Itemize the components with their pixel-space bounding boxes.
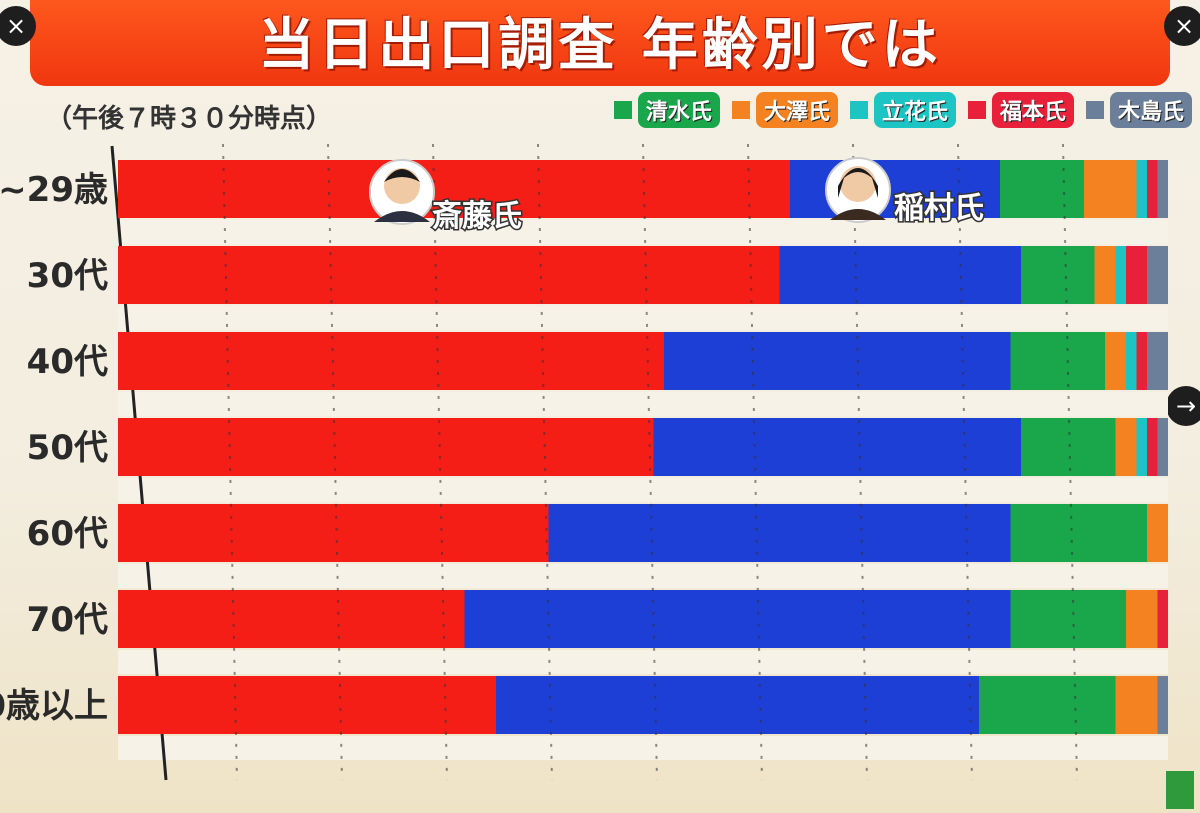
category-label: 60代 bbox=[27, 514, 108, 554]
category-label: 80歳以上 bbox=[0, 686, 108, 726]
legend-swatch bbox=[1085, 101, 1104, 119]
bar-3-series-1 bbox=[653, 418, 1021, 476]
gridline bbox=[327, 143, 343, 781]
bar-6-series-3 bbox=[1115, 676, 1158, 734]
gridline bbox=[747, 143, 763, 781]
bar-2-series-4 bbox=[1126, 332, 1137, 390]
portrait-body bbox=[830, 209, 886, 220]
legend-swatch bbox=[849, 101, 868, 119]
category-label: 30代 bbox=[27, 256, 108, 296]
gridline bbox=[642, 143, 658, 781]
bar-0-series-5 bbox=[1147, 160, 1158, 218]
bar-0-series-0 bbox=[118, 160, 790, 218]
gridline bbox=[222, 143, 238, 781]
legend-label: 木島氏 bbox=[1109, 92, 1192, 128]
bar-1-series-6 bbox=[1147, 246, 1168, 304]
bar-2-series-2 bbox=[1010, 332, 1105, 390]
legend-item-kijima: 木島氏 bbox=[1085, 92, 1192, 128]
bar-2-series-6 bbox=[1147, 332, 1168, 390]
candidate-label-saito: 斎藤氏 bbox=[432, 199, 522, 234]
row-band bbox=[118, 220, 1168, 244]
bar-3-series-3 bbox=[1115, 418, 1137, 476]
legend-label: 立花氏 bbox=[873, 92, 956, 128]
bar-1-series-5 bbox=[1126, 246, 1147, 304]
bar-1-series-1 bbox=[779, 246, 1021, 304]
bar-4-series-1 bbox=[548, 504, 1011, 562]
category-label: 40代 bbox=[27, 342, 108, 382]
bar-4-series-2 bbox=[1010, 504, 1147, 562]
legend-item-shimizu: 清水氏 bbox=[613, 92, 720, 128]
bar-2-series-0 bbox=[118, 332, 664, 390]
bar-2-series-5 bbox=[1136, 332, 1147, 390]
bar-5-series-5 bbox=[1157, 590, 1168, 648]
legend-label: 大澤氏 bbox=[755, 92, 838, 128]
bar-5-series-0 bbox=[118, 590, 465, 648]
legend-item-osawa: 大澤氏 bbox=[731, 92, 838, 128]
row-band bbox=[118, 564, 1168, 588]
bar-4-series-0 bbox=[118, 504, 549, 562]
portrait-hair bbox=[384, 169, 420, 182]
gridline bbox=[957, 143, 973, 781]
bar-5-series-3 bbox=[1126, 590, 1158, 648]
legend-swatch bbox=[967, 101, 986, 119]
gridline bbox=[537, 143, 553, 781]
legend-label: 清水氏 bbox=[637, 92, 720, 128]
portrait-body bbox=[374, 211, 430, 222]
bar-5-series-2 bbox=[1010, 590, 1126, 648]
row-band bbox=[118, 478, 1168, 502]
category-label: 70代 bbox=[27, 600, 108, 640]
gridline bbox=[852, 143, 868, 781]
bar-3-series-6 bbox=[1157, 418, 1168, 476]
bar-1-series-3 bbox=[1094, 246, 1116, 304]
bar-3-series-5 bbox=[1147, 418, 1158, 476]
bar-6-series-1 bbox=[496, 676, 979, 734]
legend-item-fukumoto: 福本氏 bbox=[967, 92, 1074, 128]
bar-0-series-1 bbox=[790, 160, 1000, 218]
bar-3-series-2 bbox=[1021, 418, 1116, 476]
legend-swatch bbox=[731, 101, 750, 119]
gridline bbox=[1062, 143, 1078, 781]
title-banner: 当日出口調査 年齢別では bbox=[30, 0, 1170, 86]
bar-0-series-4 bbox=[1136, 160, 1147, 218]
close-icon-right[interactable]: × bbox=[1164, 6, 1200, 46]
bar-1-series-0 bbox=[118, 246, 780, 304]
row-band bbox=[118, 736, 1168, 760]
bar-3-series-4 bbox=[1136, 418, 1147, 476]
row-band bbox=[118, 392, 1168, 416]
category-label: 歳~29歳 bbox=[0, 170, 108, 210]
bar-3-series-0 bbox=[118, 418, 654, 476]
channel-logo-icon bbox=[1166, 771, 1194, 809]
close-icon[interactable]: × bbox=[0, 6, 36, 46]
bar-5-series-1 bbox=[464, 590, 1011, 648]
bar-1-series-4 bbox=[1115, 246, 1126, 304]
row-band bbox=[118, 306, 1168, 330]
bar-6-series-0 bbox=[118, 676, 496, 734]
legend-swatch bbox=[613, 101, 632, 119]
bar-0-series-3 bbox=[1084, 160, 1137, 218]
page-title: 当日出口調査 年齢別では bbox=[258, 12, 942, 78]
next-arrow-icon[interactable]: → bbox=[1166, 386, 1200, 426]
bar-0-series-6 bbox=[1157, 160, 1168, 218]
bar-6-series-2 bbox=[979, 676, 1116, 734]
bar-2-series-3 bbox=[1105, 332, 1126, 390]
bar-4-series-3 bbox=[1147, 504, 1168, 562]
legend-label: 福本氏 bbox=[991, 92, 1074, 128]
bar-0-series-2 bbox=[1000, 160, 1084, 218]
legend: 清水氏 大澤氏 立花氏 福本氏 木島氏 bbox=[613, 92, 1192, 128]
gridline bbox=[432, 143, 448, 781]
row-band bbox=[118, 650, 1168, 674]
bar-6-series-6 bbox=[1157, 676, 1168, 734]
candidate-label-inamura: 稲村氏 bbox=[894, 191, 984, 226]
time-note: （午後７時３０分時点） bbox=[46, 104, 333, 134]
bar-2-series-1 bbox=[664, 332, 1011, 390]
bar-1-series-2 bbox=[1021, 246, 1095, 304]
category-label: 50代 bbox=[27, 428, 108, 468]
legend-item-tachibana: 立花氏 bbox=[849, 92, 956, 128]
portrait-head bbox=[840, 166, 876, 202]
